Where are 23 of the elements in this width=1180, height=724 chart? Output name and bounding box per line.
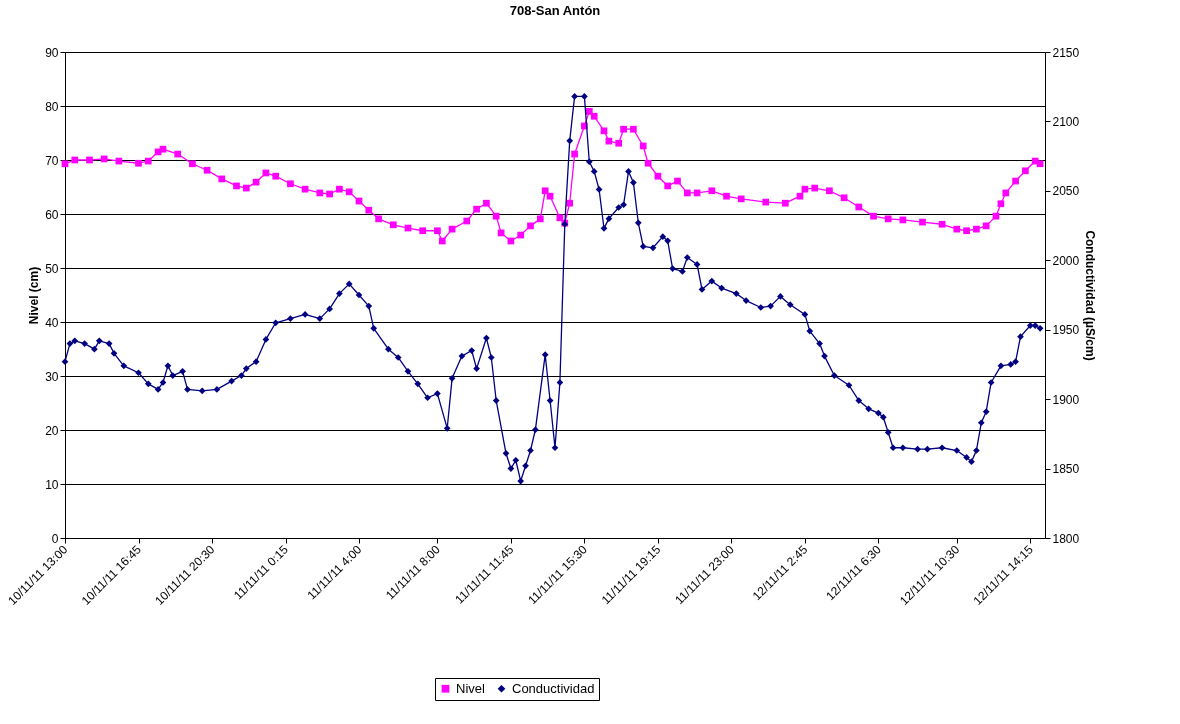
y-tick-label: 30 <box>45 369 59 384</box>
y-tick-label: 70 <box>45 153 59 168</box>
y-tick-label: 20 <box>45 423 59 438</box>
y2-axis-title: Conductividad (µS/cm) <box>1083 230 1098 361</box>
y2-tick-label: 2000 <box>1052 253 1080 268</box>
y-tick-label: 50 <box>45 261 59 276</box>
y-tick-label: 40 <box>45 315 59 330</box>
legend-label: Nivel <box>456 680 486 696</box>
legend-label: Conductividad <box>512 680 595 696</box>
y2-tick-label: 1950 <box>1052 323 1080 338</box>
y-tick-label: 10 <box>45 477 59 492</box>
y-tick-label: 60 <box>45 207 59 222</box>
chart-title: 708-San Antón <box>509 3 601 18</box>
y-tick-label: 0 <box>51 531 59 546</box>
y2-tick-label: 1800 <box>1052 531 1080 546</box>
y-axis-title: Nivel (cm) <box>27 266 42 325</box>
y-tick-label: 90 <box>45 45 59 60</box>
y2-tick-label: 2150 <box>1052 45 1080 60</box>
y2-tick-label: 2100 <box>1052 114 1080 129</box>
y2-tick-label: 2050 <box>1052 184 1080 199</box>
y-tick-label: 80 <box>45 99 59 114</box>
y2-tick-label: 1900 <box>1052 392 1080 407</box>
y2-tick-label: 1850 <box>1052 462 1080 477</box>
